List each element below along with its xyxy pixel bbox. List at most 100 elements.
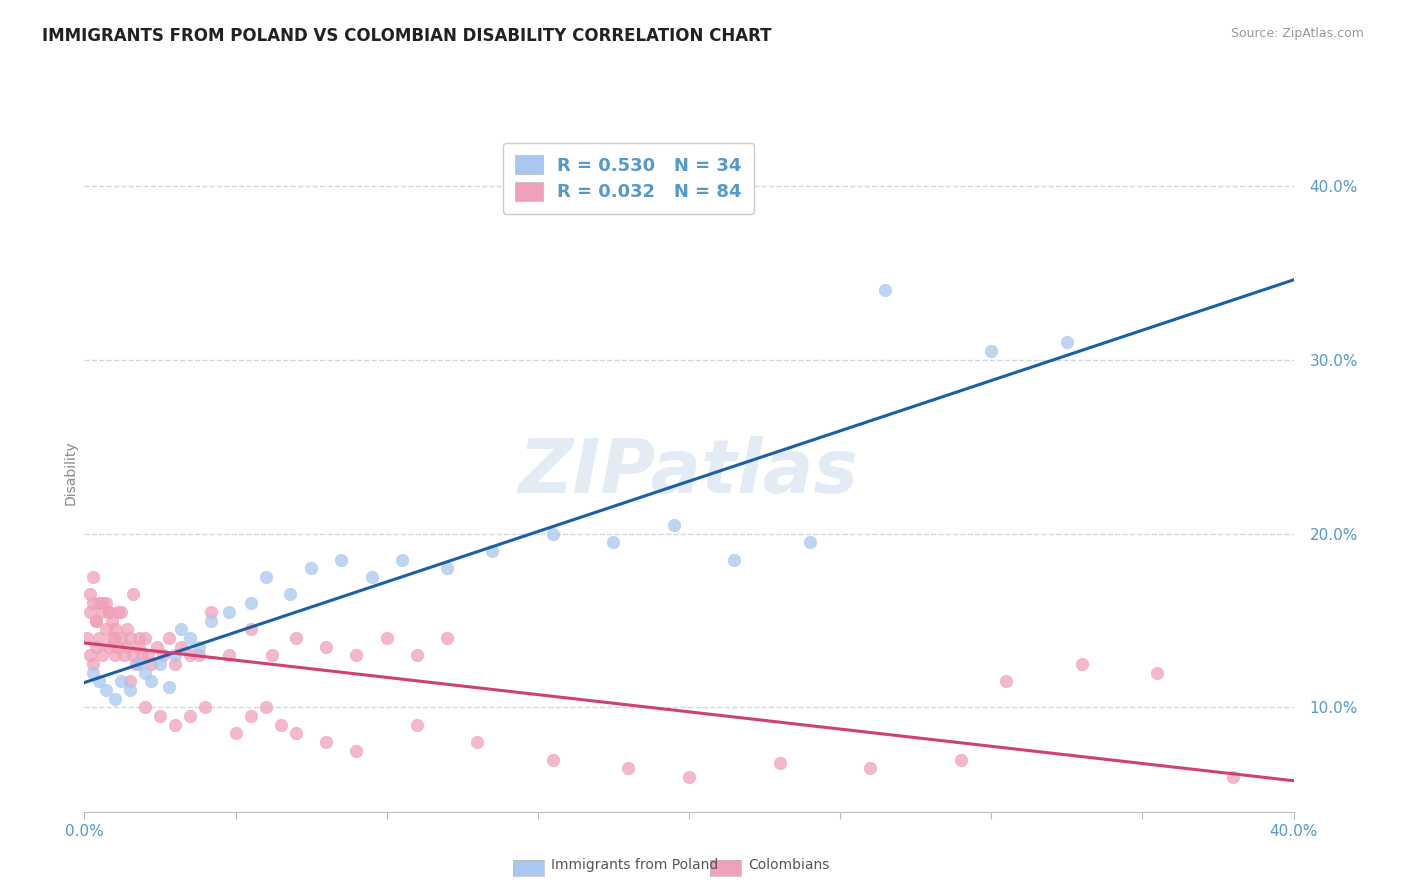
Point	[218, 605, 240, 619]
Point	[149, 657, 172, 671]
Point	[97, 605, 120, 619]
Point	[104, 691, 127, 706]
Point	[97, 640, 120, 654]
Point	[82, 657, 104, 671]
Point	[86, 640, 108, 654]
Point	[260, 648, 283, 663]
Point	[284, 726, 308, 740]
Point	[79, 587, 101, 601]
Point	[467, 735, 489, 749]
Text: Colombians: Colombians	[748, 858, 830, 872]
Point	[662, 517, 685, 532]
Point	[723, 552, 745, 566]
Point	[157, 631, 180, 645]
Point	[270, 718, 292, 732]
Point	[406, 648, 429, 663]
Point	[146, 640, 169, 654]
Point	[118, 674, 141, 689]
Point	[86, 614, 108, 628]
Point	[86, 614, 108, 628]
Point	[284, 631, 308, 645]
Point	[194, 700, 217, 714]
Point	[94, 596, 117, 610]
Point	[254, 570, 277, 584]
Point	[79, 648, 101, 663]
Point	[541, 753, 564, 767]
Point	[163, 657, 186, 671]
Point	[128, 657, 150, 671]
Point	[163, 648, 186, 663]
Text: ZIPatlas: ZIPatlas	[519, 436, 859, 509]
Point	[104, 648, 127, 663]
Point	[1056, 335, 1078, 350]
Point	[481, 544, 503, 558]
Point	[360, 570, 382, 584]
Point	[995, 674, 1018, 689]
Point	[94, 683, 117, 698]
Point	[121, 648, 143, 663]
Point	[125, 657, 148, 671]
Point	[617, 761, 640, 775]
Point	[76, 631, 98, 645]
Point	[104, 631, 127, 645]
Point	[859, 761, 882, 775]
Point	[136, 648, 159, 663]
Point	[82, 596, 104, 610]
Point	[188, 648, 211, 663]
Point	[315, 640, 337, 654]
Point	[541, 526, 564, 541]
Point	[110, 674, 132, 689]
Point	[100, 631, 122, 645]
Point	[82, 665, 104, 680]
Point	[218, 648, 240, 663]
Y-axis label: Disability: Disability	[63, 441, 77, 505]
Point	[1146, 665, 1168, 680]
Point	[118, 683, 141, 698]
Point	[131, 648, 153, 663]
Point	[950, 753, 973, 767]
Point	[188, 640, 211, 654]
Point	[139, 674, 162, 689]
Point	[112, 648, 135, 663]
Point	[89, 596, 111, 610]
Point	[678, 770, 700, 784]
Point	[115, 640, 138, 654]
Point	[121, 587, 143, 601]
Point	[375, 631, 398, 645]
Point	[91, 596, 114, 610]
Point	[152, 648, 174, 663]
Point	[118, 631, 141, 645]
Point	[769, 756, 792, 770]
Point	[91, 648, 114, 663]
Point	[330, 552, 353, 566]
Point	[170, 640, 193, 654]
Point	[200, 605, 222, 619]
Point	[128, 640, 150, 654]
Point	[110, 605, 132, 619]
Point	[346, 744, 368, 758]
Point	[134, 631, 156, 645]
Point	[82, 570, 104, 584]
Point	[79, 605, 101, 619]
Point	[239, 596, 262, 610]
Point	[115, 622, 138, 636]
Point	[391, 552, 413, 566]
Point	[315, 735, 337, 749]
Point	[139, 657, 162, 671]
Point	[875, 283, 897, 297]
Point	[1071, 657, 1094, 671]
Point	[406, 718, 429, 732]
Point	[299, 561, 322, 575]
Point	[179, 709, 201, 723]
Legend: R = 0.530   N = 34, R = 0.032   N = 84: R = 0.530 N = 34, R = 0.032 N = 84	[503, 143, 754, 214]
Point	[239, 709, 262, 723]
Point	[170, 622, 193, 636]
Point	[107, 640, 129, 654]
Point	[149, 709, 172, 723]
Text: IMMIGRANTS FROM POLAND VS COLOMBIAN DISABILITY CORRELATION CHART: IMMIGRANTS FROM POLAND VS COLOMBIAN DISA…	[42, 27, 772, 45]
Point	[799, 535, 821, 549]
Point	[89, 674, 111, 689]
Point	[239, 622, 262, 636]
Point	[89, 631, 111, 645]
Point	[179, 631, 201, 645]
